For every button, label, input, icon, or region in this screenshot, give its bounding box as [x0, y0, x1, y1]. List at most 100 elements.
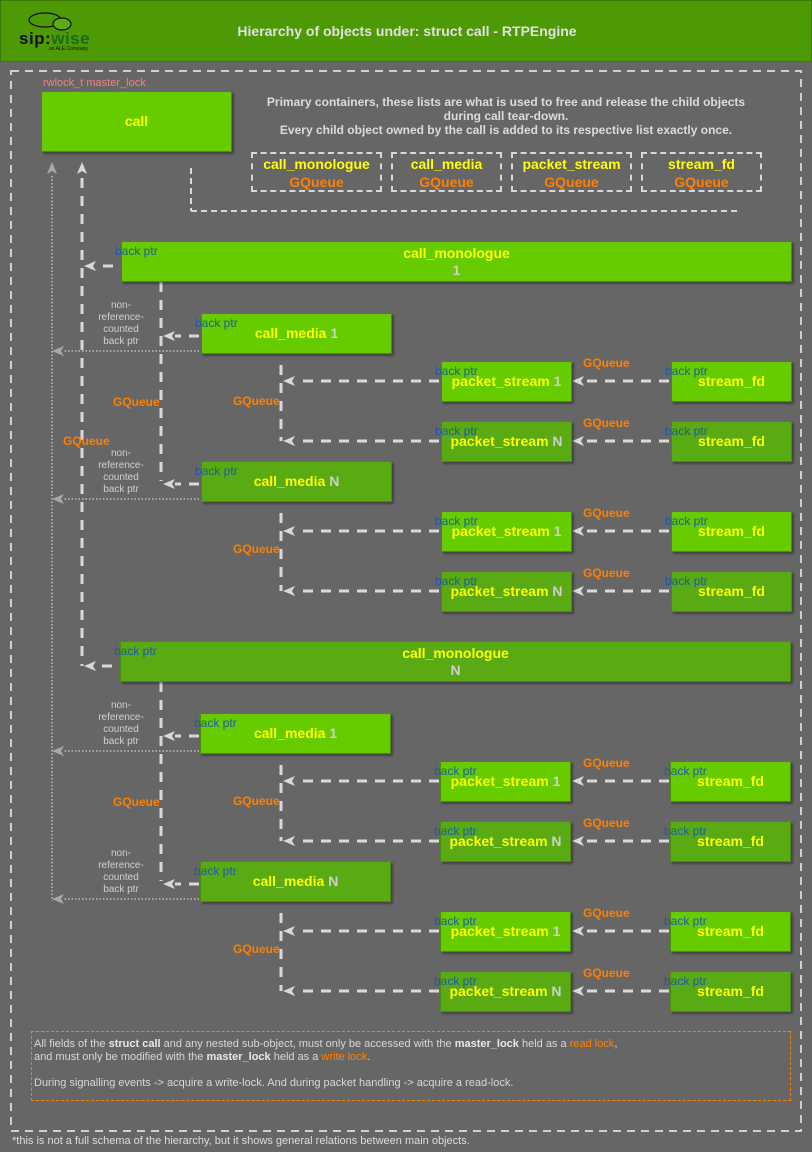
- back-ptr-label: back ptr: [664, 974, 707, 988]
- arrow-up-icon: [47, 162, 57, 174]
- back-ptr-label: back ptr: [434, 764, 477, 778]
- arrowhead-icon: [572, 986, 584, 996]
- container-packet-stream[interactable]: packet_stream GQueue: [511, 152, 632, 192]
- container-stream-fd[interactable]: stream_fd GQueue: [641, 152, 762, 192]
- packet-stream-box-label: packet_stream: [449, 833, 548, 849]
- packet-stream-box[interactable]: packet_stream 1: [441, 511, 572, 552]
- lock-note-line: During signalling events -> acquire a wr…: [34, 1077, 788, 1090]
- lock-note-text: .: [367, 1051, 371, 1063]
- stream-fd-box[interactable]: stream_fd: [671, 361, 792, 402]
- gqueue-label: GQueue: [583, 756, 630, 770]
- call-box[interactable]: call: [41, 91, 232, 152]
- container-type: GQueue: [419, 174, 474, 190]
- back-ptr-label: back ptr: [665, 424, 708, 438]
- stream-fd-box[interactable]: stream_fd: [670, 911, 791, 952]
- stream-fd-box[interactable]: stream_fd: [670, 761, 791, 802]
- packet-stream-box-label: packet_stream: [450, 773, 549, 789]
- stream-fd-box[interactable]: stream_fd: [671, 571, 792, 612]
- gqueue-label: GQueue: [583, 416, 630, 430]
- packet-stream-box-index: 1: [552, 773, 561, 789]
- lock-note-text: During signalling events -> acquire a wr…: [34, 1077, 514, 1089]
- back-ptr-label: back ptr: [435, 514, 478, 528]
- packet-stream-box-label: packet_stream: [451, 373, 550, 389]
- packet-stream-box-label: packet_stream: [450, 583, 549, 599]
- call-scope-frame: [10, 70, 802, 1132]
- call-media-box[interactable]: call_media N: [200, 861, 391, 902]
- call-monologue-box[interactable]: call_monologue N: [120, 641, 791, 682]
- container-call-media[interactable]: call_media GQueue: [391, 152, 502, 192]
- packet-stream-box[interactable]: packet_stream 1: [441, 361, 572, 402]
- back-ptr-label: back ptr: [195, 464, 238, 478]
- call-media-box[interactable]: call_media 1: [201, 313, 392, 354]
- call-media-box-label: call_media: [253, 473, 326, 489]
- non-ref-line: back ptr: [103, 336, 139, 347]
- gqueue-label: GQueue: [583, 816, 630, 830]
- container-name: stream_fd: [668, 156, 735, 172]
- gqueue-label: GQueue: [233, 942, 280, 956]
- gqueue-label: GQueue: [583, 966, 630, 980]
- container-type: GQueue: [544, 174, 599, 190]
- packet-stream-box[interactable]: packet_stream N: [440, 971, 571, 1012]
- call-media-box[interactable]: call_media N: [201, 461, 392, 502]
- gqueue-label: GQueue: [63, 434, 110, 448]
- non-ref-line: non-: [110, 300, 131, 311]
- call-media-box-index: 1: [330, 325, 339, 341]
- container-type: GQueue: [674, 174, 729, 190]
- container-call-monologue[interactable]: call_monologue GQueue: [251, 152, 382, 192]
- arrowhead-icon: [84, 661, 96, 671]
- back-ptr-label: back ptr: [194, 864, 237, 878]
- packet-stream-box[interactable]: packet_stream N: [441, 571, 572, 612]
- container-name: call_monologue: [263, 156, 370, 172]
- lock-note-text: held as a: [518, 1038, 570, 1050]
- back-ptr-label: back ptr: [114, 644, 157, 658]
- gqueue-label: GQueue: [233, 394, 280, 408]
- lock-note: All fields of the struct call and any ne…: [31, 1031, 791, 1101]
- call-monologue-box[interactable]: call_monologue 1: [121, 241, 792, 282]
- stream-fd-box-label: stream_fd: [698, 373, 765, 389]
- lock-note-text: and must only be modified with the: [34, 1051, 207, 1063]
- container-name: packet_stream: [522, 156, 621, 172]
- stream-fd-box[interactable]: stream_fd: [671, 421, 792, 462]
- non-ref-line: counted: [103, 872, 139, 883]
- stream-fd-box-label: stream_fd: [698, 523, 765, 539]
- header-bar: sip:wise an ALE Company Hierarchy of obj…: [0, 0, 812, 62]
- back-ptr-label: back ptr: [665, 574, 708, 588]
- gqueue-label: GQueue: [113, 795, 160, 809]
- packet-stream-box[interactable]: packet_stream 1: [440, 911, 571, 952]
- lock-type-highlight: read lock: [569, 1038, 615, 1050]
- stream-fd-box-label: stream_fd: [698, 433, 765, 449]
- packet-stream-box-index: N: [552, 583, 563, 599]
- call-media-box-label: call_media: [254, 325, 327, 341]
- lock-note-text: master_lock: [206, 1051, 271, 1063]
- back-ptr-label: back ptr: [665, 514, 708, 528]
- packet-stream-box[interactable]: packet_stream N: [441, 421, 572, 462]
- lock-note-text: ,: [614, 1038, 618, 1050]
- call-monologue-box-index: N: [450, 662, 461, 678]
- non-ref-line: reference-: [98, 712, 144, 723]
- stream-fd-box-label: stream_fd: [697, 983, 764, 999]
- back-ptr-label: back ptr: [435, 364, 478, 378]
- logo-text-a: sip:: [19, 29, 52, 48]
- stream-fd-box[interactable]: stream_fd: [670, 821, 791, 862]
- stream-fd-box[interactable]: stream_fd: [671, 511, 792, 552]
- arrowhead-icon: [163, 879, 175, 889]
- call-media-box-index: N: [329, 473, 340, 489]
- page-title: Hierarchy of objects under: struct call …: [237, 23, 577, 39]
- back-ptr-label: back ptr: [435, 574, 478, 588]
- packet-stream-box[interactable]: packet_stream 1: [440, 761, 571, 802]
- packet-stream-box-label: packet_stream: [450, 923, 549, 939]
- lock-note-text: struct call: [108, 1038, 161, 1050]
- arrowhead-icon: [283, 526, 295, 536]
- container-name: call_media: [410, 156, 483, 172]
- call-media-box[interactable]: call_media 1: [200, 713, 391, 754]
- back-ptr-label: back ptr: [434, 824, 477, 838]
- lock-type-highlight: write lock: [321, 1051, 368, 1063]
- call-monologue-box-label: call_monologue: [402, 645, 509, 661]
- stream-fd-box[interactable]: stream_fd: [670, 971, 791, 1012]
- packet-stream-box[interactable]: packet_stream N: [440, 821, 571, 862]
- back-ptr-label: back ptr: [194, 716, 237, 730]
- arrow-left-icon: [52, 494, 64, 504]
- call-monologue-box-index: 1: [452, 262, 461, 278]
- gqueue-label: GQueue: [113, 395, 160, 409]
- arrowhead-icon: [283, 926, 295, 936]
